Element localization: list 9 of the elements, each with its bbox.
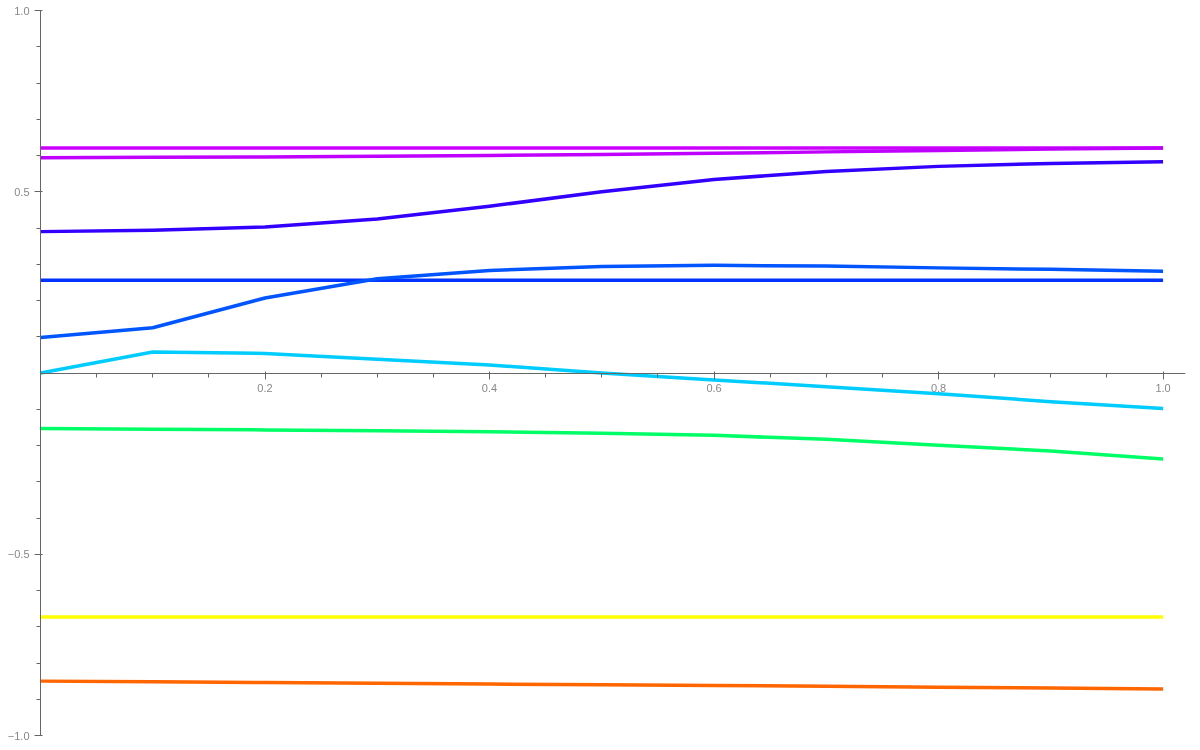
y-tick-label: −1.0 — [7, 729, 30, 742]
y-tick-label: 0.5 — [14, 185, 30, 198]
x-tick-label: 0.6 — [706, 382, 722, 394]
x-tick-label: 0.8 — [930, 382, 947, 394]
x-tick-label: 0.2 — [257, 382, 273, 394]
y-tick-label: 1.0 — [14, 4, 30, 17]
y-tick-label: −0.5 — [7, 548, 30, 561]
x-tick-label: 0.4 — [481, 382, 498, 394]
x-tick-label: 1.0 — [1155, 382, 1171, 394]
